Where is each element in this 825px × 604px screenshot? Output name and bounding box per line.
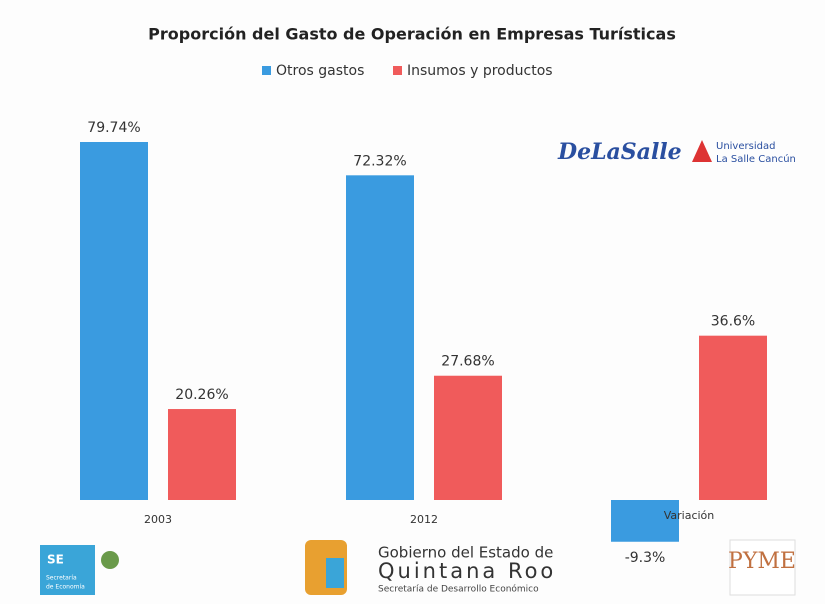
logo-text: Secretaría <box>46 575 77 582</box>
logo-shield <box>326 558 344 588</box>
se-logo: SE Secretaría de Economía <box>40 545 119 595</box>
x-tick-label: Variación <box>664 509 715 522</box>
logo-text: Quintana Roo <box>378 559 556 583</box>
logo-box <box>729 539 796 596</box>
x-tick-label: 2012 <box>410 513 438 526</box>
legend-swatch <box>262 66 271 75</box>
logo-icon <box>692 140 712 162</box>
logo-text: SE <box>47 553 64 567</box>
legend-label: Otros gastos <box>276 63 364 79</box>
logo-text: Universidad <box>716 141 775 152</box>
bar <box>611 500 679 542</box>
legend-label: Insumos y productos <box>407 63 553 79</box>
pyme-logo: PYME <box>728 539 796 596</box>
logo-text: PYME <box>728 549 796 574</box>
logo-text: Gobierno del Estado de <box>378 544 553 562</box>
bar <box>346 175 414 501</box>
data-label: 79.74% <box>87 120 140 136</box>
gobierno-logo: Gobierno del Estado de Quintana Roo Secr… <box>305 540 556 595</box>
data-label: 20.26% <box>175 387 228 403</box>
bar <box>434 375 502 500</box>
logo-text: de Economía <box>46 584 85 591</box>
logo-text: Secretaría de Desarrollo Económico <box>378 584 539 595</box>
logo-box <box>40 545 95 595</box>
logo-text: DeLaSalle <box>557 139 682 165</box>
bar <box>699 335 767 500</box>
data-label: 72.32% <box>353 153 406 169</box>
logo-emblem <box>101 551 119 569</box>
data-label: 27.68% <box>441 354 494 370</box>
logo-text: La Salle Cancún <box>716 153 796 165</box>
data-label: 36.6% <box>711 314 755 330</box>
x-tick-label: 2003 <box>144 513 172 526</box>
chart-title: Proporción del Gasto de Operación en Emp… <box>148 25 676 44</box>
la-salle-logo: DeLaSalle Universidad La Salle Cancún <box>557 139 796 165</box>
data-label: -9.3% <box>625 550 666 566</box>
legend-swatch <box>393 66 402 75</box>
bar <box>80 142 148 500</box>
bar <box>168 409 236 500</box>
